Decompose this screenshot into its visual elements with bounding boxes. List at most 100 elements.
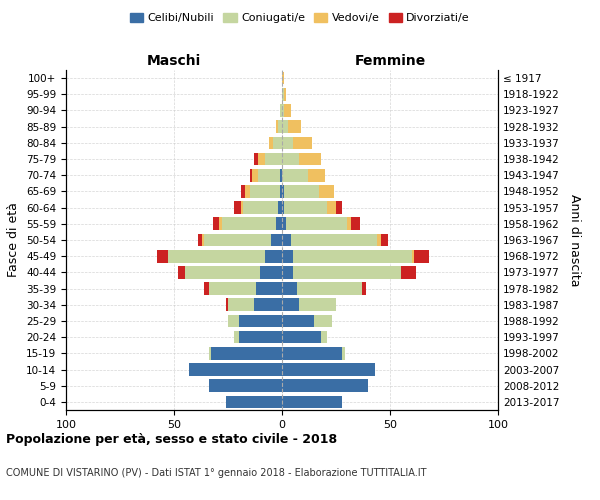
Bar [282,250,293,262]
Bar [343,347,344,360]
Bar [243,202,278,214]
Bar [328,202,336,214]
Bar [254,298,282,311]
Bar [211,347,282,360]
Bar [278,202,282,214]
Bar [282,152,299,166]
Y-axis label: Anni di nascita: Anni di nascita [568,194,581,286]
Bar [347,218,351,230]
Bar [167,250,265,262]
Bar [321,331,328,344]
Bar [282,314,314,328]
Bar [282,202,284,214]
Bar [336,202,343,214]
Bar [280,185,282,198]
Bar [239,331,282,344]
Bar [221,218,275,230]
Bar [282,347,343,360]
Bar [282,104,284,117]
Bar [189,363,282,376]
Bar [265,250,282,262]
Bar [299,298,336,311]
Bar [228,298,254,311]
Bar [284,202,328,214]
Text: Maschi: Maschi [147,54,201,68]
Bar [185,266,260,278]
Text: Popolazione per età, sesso e stato civile - 2018: Popolazione per età, sesso e stato civil… [6,432,337,446]
Bar [299,152,321,166]
Bar [265,152,282,166]
Bar [209,282,256,295]
Bar [213,218,220,230]
Bar [250,169,252,181]
Bar [228,314,239,328]
Bar [282,298,299,311]
Bar [258,152,265,166]
Y-axis label: Fasce di età: Fasce di età [7,202,20,278]
Bar [293,266,401,278]
Bar [235,331,239,344]
Bar [274,136,282,149]
Bar [275,218,282,230]
Bar [377,234,382,246]
Bar [282,88,284,101]
Legend: Celibi/Nubili, Coniugati/e, Vedovi/e, Divorziati/e: Celibi/Nubili, Coniugati/e, Vedovi/e, Di… [125,8,475,28]
Bar [289,120,301,133]
Bar [412,250,414,262]
Bar [308,169,325,181]
Bar [284,185,319,198]
Bar [282,218,286,230]
Bar [204,234,271,246]
Bar [275,120,278,133]
Bar [401,266,416,278]
Bar [284,88,286,101]
Bar [241,185,245,198]
Text: Femmine: Femmine [355,54,425,68]
Bar [271,234,282,246]
Bar [282,266,293,278]
Bar [293,136,312,149]
Bar [258,169,280,181]
Bar [290,234,377,246]
Bar [282,185,284,198]
Bar [282,396,343,408]
Bar [241,202,243,214]
Bar [282,380,368,392]
Bar [260,266,282,278]
Bar [209,380,282,392]
Bar [282,363,375,376]
Bar [202,234,204,246]
Bar [209,347,211,360]
Bar [351,218,360,230]
Bar [414,250,429,262]
Bar [282,282,297,295]
Bar [286,218,347,230]
Bar [204,282,209,295]
Bar [382,234,388,246]
Bar [178,266,185,278]
Bar [226,298,228,311]
Bar [256,282,282,295]
Bar [226,396,282,408]
Bar [297,282,362,295]
Bar [239,314,282,328]
Bar [282,136,293,149]
Bar [293,250,412,262]
Bar [254,152,258,166]
Bar [235,202,241,214]
Bar [250,185,280,198]
Bar [245,185,250,198]
Bar [319,185,334,198]
Bar [284,104,290,117]
Bar [280,104,282,117]
Bar [157,250,167,262]
Bar [282,234,290,246]
Bar [282,120,289,133]
Bar [278,120,282,133]
Bar [269,136,274,149]
Text: COMUNE DI VISTARINO (PV) - Dati ISTAT 1° gennaio 2018 - Elaborazione TUTTITALIA.: COMUNE DI VISTARINO (PV) - Dati ISTAT 1°… [6,468,427,478]
Bar [314,314,332,328]
Bar [282,169,308,181]
Bar [282,72,284,85]
Bar [362,282,366,295]
